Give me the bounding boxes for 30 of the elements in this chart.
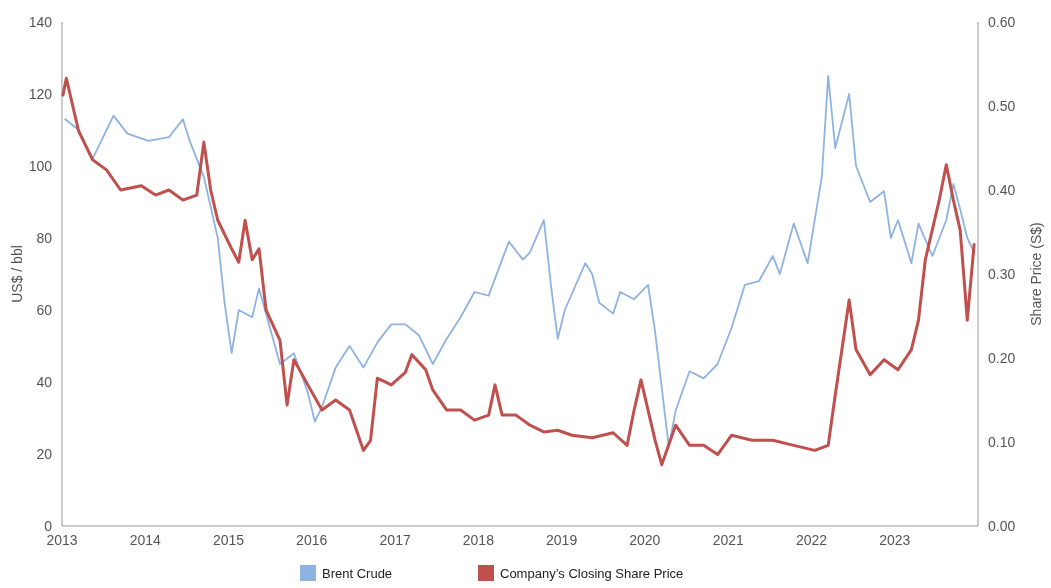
x-tick-label: 2022 (795, 532, 828, 548)
y-tick-label: 40 (36, 374, 53, 390)
legend-label: Brent Crude (322, 566, 393, 581)
x-tick-label: 2016 (296, 532, 328, 548)
x-tick-label: 2017 (379, 532, 411, 548)
y2-tick-label: 0.20 (988, 350, 1016, 366)
y-tick-label: 140 (28, 14, 53, 30)
y-axis-title: US$ / bbl (9, 245, 25, 303)
x-tick-label: 2023 (879, 532, 911, 548)
x-tick-label: 2021 (712, 532, 745, 548)
x-tick-label: 2018 (462, 532, 495, 548)
y2-tick-label: 0.10 (988, 434, 1016, 450)
legend-label: Company’s Closing Share Price (500, 566, 684, 581)
y-tick-label: 80 (36, 230, 53, 246)
y2-tick-label: 0.30 (988, 266, 1016, 282)
x-tick-label: 2013 (46, 532, 78, 548)
y2-tick-label: 0.50 (988, 98, 1016, 114)
y2-tick-label: 0.60 (988, 14, 1016, 30)
y-tick-label: 120 (28, 86, 53, 102)
x-tick-label: 2014 (129, 532, 162, 548)
y-tick-label: 60 (36, 302, 53, 318)
x-tick-label: 2020 (629, 532, 661, 548)
y-tick-label: 100 (28, 158, 53, 174)
y2-tick-label: 0.40 (988, 182, 1016, 198)
y2-tick-label: 0.00 (988, 518, 1016, 534)
x-tick-label: 2015 (212, 532, 245, 548)
y-tick-label: 20 (36, 446, 53, 462)
x-tick-label: 2019 (546, 532, 578, 548)
y-tick-label: 0 (44, 518, 53, 534)
y2-axis-title: Share Price (S$) (1028, 222, 1044, 326)
